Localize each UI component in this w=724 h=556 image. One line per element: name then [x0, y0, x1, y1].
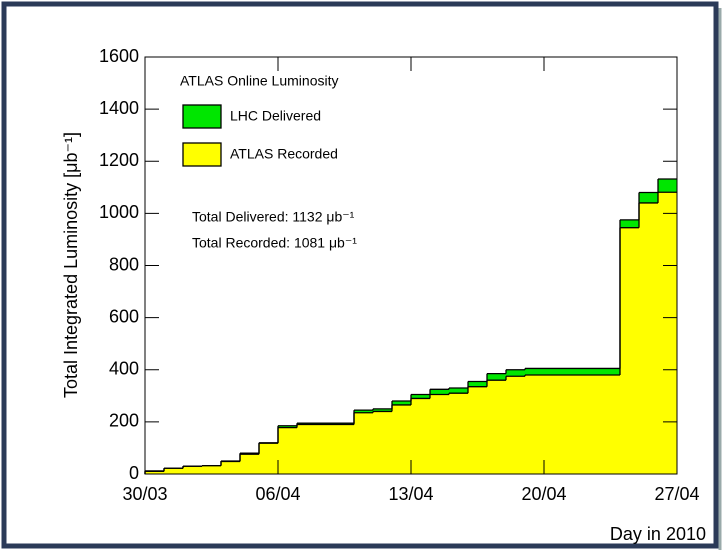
step-bin	[221, 461, 241, 474]
step-bin	[297, 424, 317, 474]
y-tick-label: 1200	[99, 150, 139, 170]
step-bin	[658, 192, 678, 474]
step-bin	[468, 386, 488, 474]
y-tick-label: 1000	[99, 202, 139, 222]
step-bin	[240, 454, 260, 474]
step-bin	[620, 227, 640, 474]
step-bin	[563, 374, 583, 474]
step-bin	[449, 393, 469, 474]
step-bin	[354, 412, 374, 474]
step-bin	[487, 380, 507, 474]
step-bin	[582, 374, 602, 474]
y-axis-label: Total Integrated Luminosity [μb⁻¹]	[61, 132, 81, 398]
legend-swatch	[182, 104, 222, 129]
y-tick-label: 600	[109, 306, 139, 326]
x-tick-label: 13/04	[388, 484, 433, 504]
step-bin	[392, 404, 412, 474]
x-tick-label: 06/04	[255, 484, 300, 504]
step-bin	[335, 424, 355, 474]
y-tick-label: 0	[129, 463, 139, 483]
step-bin	[506, 376, 526, 474]
step-bin	[278, 427, 298, 474]
y-tick-label: 1600	[99, 46, 139, 66]
annotation: Total Recorded: 1081 μb⁻¹	[192, 235, 357, 251]
x-tick-label: 27/04	[654, 484, 699, 504]
step-bin	[145, 471, 165, 474]
legend-title: ATLAS Online Luminosity	[180, 73, 338, 89]
legend-label: LHC Delivered	[230, 108, 321, 124]
step-bin	[316, 424, 336, 474]
step-bin	[373, 411, 393, 474]
legend-swatch	[182, 142, 222, 167]
y-tick-label: 800	[109, 254, 139, 274]
step-bin	[525, 374, 545, 474]
y-tick-label: 400	[109, 359, 139, 379]
x-tick-label: 20/04	[521, 484, 566, 504]
y-tick-label: 1400	[99, 98, 139, 118]
step-bin	[411, 398, 431, 474]
step-bin	[164, 468, 184, 474]
step-bin	[544, 374, 564, 474]
step-bin	[430, 394, 450, 474]
legend-label: ATLAS Recorded	[230, 146, 338, 162]
step-bin	[601, 374, 621, 474]
step-bin	[202, 465, 222, 474]
step-bin	[259, 443, 279, 474]
annotation: Total Delivered: 1132 μb⁻¹	[192, 209, 355, 225]
x-axis-label: Day in 2010	[610, 524, 706, 544]
y-tick-label: 200	[109, 411, 139, 431]
step-bin	[183, 466, 203, 474]
step-bin	[639, 202, 659, 474]
x-tick-label: 30/03	[122, 484, 167, 504]
